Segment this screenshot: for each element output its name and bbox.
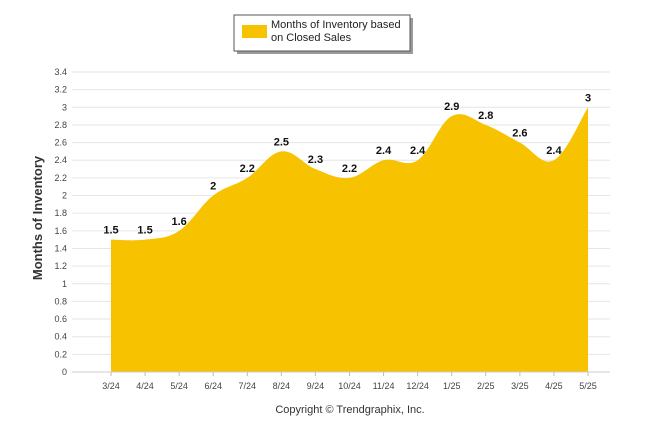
data-labels: 1.5 1.5 1.6 2 2.2 2.5 2.3 2.2 2.4 2.4 2.9 2.8 2.6 2.4… (103, 92, 591, 236)
data-label: 2.2 (342, 163, 357, 175)
data-label: 2.6 (512, 128, 527, 140)
y-tick-label: 1.8 (54, 208, 67, 218)
legend-swatch (242, 25, 267, 38)
x-tick-label: 8/24 (273, 381, 291, 391)
x-tick-label: 10/24 (338, 381, 361, 391)
y-tick-label: 1 (62, 279, 67, 289)
x-axis-ticks: 3/24 4/24 5/24 6/24 7/24 8/24 9/24 10/24 11/24 12… (102, 372, 597, 391)
y-tick-label: 0.4 (54, 332, 67, 342)
x-tick-label: 7/24 (239, 381, 257, 391)
x-tick-label: 5/24 (170, 381, 188, 391)
copyright: Copyright © Trendgraphix, Inc. (275, 404, 424, 416)
x-tick-label: 3/24 (102, 381, 120, 391)
y-axis-title: Months of Inventory (30, 155, 45, 280)
y-tick-label: 0.6 (54, 314, 67, 324)
x-tick-label: 3/25 (511, 381, 529, 391)
x-tick-label: 1/25 (443, 381, 461, 391)
y-tick-label: 2.8 (54, 120, 67, 130)
data-label: 2.9 (444, 101, 459, 113)
legend-label-line1: Months of Inventory based (271, 19, 401, 31)
y-tick-label: 3.4 (54, 67, 67, 77)
x-tick-label: 12/24 (406, 381, 429, 391)
y-tick-label: 1.6 (54, 226, 67, 236)
y-axis-ticks: 0 0.2 0.4 0.6 0.8 1 1.2 1.4 1.6 1.8 2 2.2 2.4 2.6 2.8 3… (54, 67, 67, 377)
inventory-area (111, 107, 588, 372)
legend-label-line2: on Closed Sales (271, 32, 352, 44)
data-label: 2.3 (308, 154, 323, 166)
y-tick-label: 2.2 (54, 173, 67, 183)
y-tick-label: 2.4 (54, 155, 67, 165)
x-tick-label: 11/24 (373, 381, 395, 391)
data-label: 2.8 (478, 110, 493, 122)
x-tick-label: 4/25 (545, 381, 563, 391)
x-tick-label: 9/24 (307, 381, 325, 391)
data-label: 3 (585, 92, 591, 104)
data-label: 2.4 (546, 145, 562, 157)
y-tick-label: 1.2 (54, 261, 67, 271)
x-tick-label: 2/25 (477, 381, 495, 391)
y-tick-label: 0.8 (54, 296, 67, 306)
data-label: 2.4 (376, 145, 392, 157)
y-tick-label: 3 (62, 102, 67, 112)
data-label: 2 (210, 181, 216, 193)
x-tick-label: 4/24 (136, 381, 154, 391)
y-tick-label: 0.2 (54, 349, 67, 359)
data-label: 2.2 (240, 163, 255, 175)
y-tick-label: 0 (62, 367, 67, 377)
data-label: 1.5 (103, 225, 118, 237)
data-label: 1.5 (137, 225, 152, 237)
y-tick-label: 1.4 (54, 243, 67, 253)
y-tick-label: 2 (62, 191, 67, 201)
x-tick-label: 5/25 (579, 381, 597, 391)
legend: Months of Inventory based on Closed Sale… (233, 14, 413, 54)
data-label: 2.5 (274, 136, 289, 148)
data-label: 2.4 (410, 145, 426, 157)
data-label: 1.6 (171, 216, 186, 228)
x-tick-label: 6/24 (204, 381, 222, 391)
y-tick-label: 3.2 (54, 85, 67, 95)
y-tick-label: 2.6 (54, 138, 67, 148)
